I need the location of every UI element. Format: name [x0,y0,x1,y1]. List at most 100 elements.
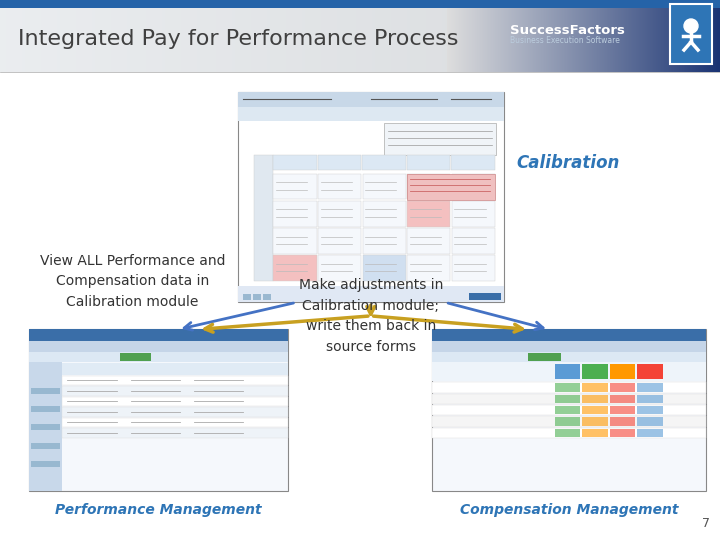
Bar [637,383,662,392]
Bar [555,395,580,403]
Bar [528,353,561,361]
Bar [408,255,451,281]
Bar [610,406,635,414]
Bar [363,201,406,226]
Bar [29,341,288,352]
Bar [582,364,608,379]
Bar [238,106,504,122]
Bar [31,461,60,467]
Bar [555,406,580,414]
Bar [637,395,662,403]
Bar [555,364,580,379]
Bar [407,174,495,200]
Bar [29,329,288,491]
Bar [432,362,706,381]
Bar [610,429,635,437]
Text: Calibration: Calibration [516,154,619,172]
Bar [318,174,361,199]
Bar [63,407,288,417]
Bar [407,155,451,170]
Bar [63,397,288,407]
Bar [31,388,60,394]
Text: SuccessFactors: SuccessFactors [510,24,625,37]
Bar [384,124,496,155]
Bar [0,0,720,8]
Bar [63,418,288,428]
Bar [274,201,317,226]
Bar [610,395,635,403]
Bar [582,383,608,392]
Bar [63,428,288,438]
Text: View ALL Performance and
Compensation data in
Calibration module: View ALL Performance and Compensation da… [40,254,225,309]
Bar [555,417,580,426]
Bar [432,352,706,362]
Bar [63,363,288,375]
Bar [432,382,706,393]
Bar [120,353,150,361]
Bar [670,4,712,64]
Bar [432,416,706,427]
Bar [555,429,580,437]
Bar [318,155,361,170]
Bar [451,155,495,170]
Bar [363,174,406,199]
Bar [432,394,706,404]
Bar [610,417,635,426]
Bar [243,294,251,300]
Bar [274,228,317,254]
Bar [637,417,662,426]
Bar [63,376,288,386]
Bar [362,155,406,170]
Circle shape [684,19,698,33]
Bar [238,92,504,302]
Bar [273,155,317,170]
Bar [637,406,662,414]
Bar [253,155,273,281]
Bar [63,386,288,396]
Bar [363,228,406,254]
Text: Compensation Management: Compensation Management [459,503,678,517]
Bar [408,174,451,199]
Bar [610,383,635,392]
Bar [452,228,495,254]
Bar [432,329,706,491]
Bar [31,406,60,413]
Bar [555,383,580,392]
Text: Integrated Pay for Performance Process: Integrated Pay for Performance Process [18,29,459,49]
Bar [31,424,60,430]
Bar [253,294,261,300]
Bar [432,329,706,341]
Bar [452,255,495,281]
Bar [318,228,361,254]
Bar [432,405,706,415]
Bar [582,429,608,437]
Bar [29,362,63,491]
Bar [0,72,720,540]
Bar [318,201,361,226]
Text: Business Execution Software: Business Execution Software [510,36,620,45]
Bar [238,92,504,106]
Bar [318,255,361,281]
Bar [29,329,288,341]
Bar [274,174,317,199]
Bar [432,428,706,438]
Bar [610,364,635,379]
Text: Performance Management: Performance Management [55,503,261,517]
Bar [408,228,451,254]
Bar [452,201,495,226]
Bar [582,395,608,403]
Bar [469,293,501,300]
Bar [432,341,706,352]
Bar [582,417,608,426]
Text: Make adjustments in
Calibration module;
write them back in
source forms: Make adjustments in Calibration module; … [299,278,443,354]
Bar [363,255,406,281]
Bar [637,364,662,379]
Text: 7: 7 [702,517,710,530]
Bar [408,201,451,226]
Bar [274,255,317,281]
Bar [238,286,504,302]
Bar [452,174,495,199]
Bar [263,294,271,300]
Bar [637,429,662,437]
Bar [582,406,608,414]
